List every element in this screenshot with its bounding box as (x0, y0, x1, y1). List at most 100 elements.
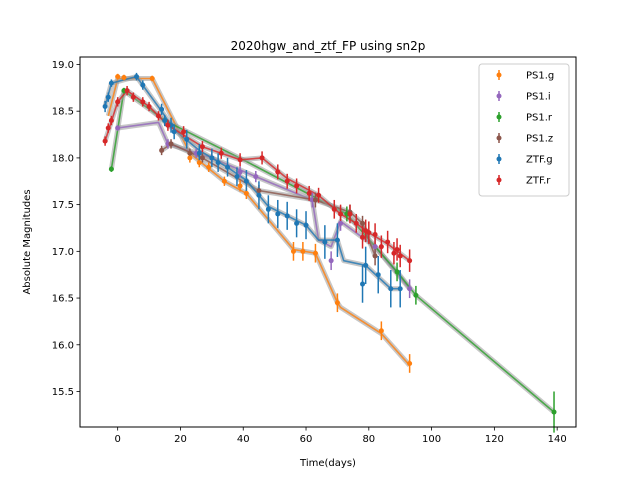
data-point-ps1-z (159, 147, 165, 153)
legend-item-ps1-g: PS1.g (496, 70, 554, 82)
data-point-ps1-i (407, 286, 413, 292)
data-point-ztf-r (259, 155, 265, 161)
data-point-ztf-g (105, 94, 111, 100)
x-tick-label: 120 (485, 434, 504, 445)
data-point-ztf-r (294, 183, 300, 189)
y-tick-label: 16.5 (52, 294, 74, 305)
y-tick-label: 19.0 (52, 60, 74, 71)
legend-label-ztf-g: ZTF.g (526, 155, 553, 166)
data-point-ztf-g (234, 174, 240, 180)
data-point-ztf-r (218, 150, 224, 156)
data-point-ztf-r (338, 211, 344, 217)
legend-item-ps1-i: PS1.i (496, 91, 551, 103)
y-tick-label: 17.5 (52, 200, 74, 211)
data-point-ztf-g (256, 192, 262, 198)
data-point-ps1-z (187, 150, 193, 156)
data-point-ztf-g (294, 220, 300, 226)
legend-marker-ps1-r (496, 114, 502, 120)
data-point-ztf-r (181, 129, 187, 135)
data-point-ztf-r (394, 246, 400, 252)
y-tick-label: 18.5 (52, 107, 74, 118)
y-tick-label: 16.0 (52, 340, 74, 351)
data-point-ps1-g (206, 164, 212, 170)
data-point-ztf-r (397, 253, 403, 259)
legend-label-ps1-i: PS1.i (526, 92, 551, 103)
model-curve-ps1-z (161, 143, 376, 257)
legend-marker-ps1-g (496, 72, 502, 78)
data-point-ztf-g (140, 82, 146, 88)
data-point-ps1-z (360, 220, 366, 226)
data-point-ps1-g (290, 248, 296, 254)
x-tick-label: 40 (237, 434, 250, 445)
data-point-ztf-r (275, 169, 281, 175)
data-point-ztf-g (388, 286, 394, 292)
data-point-ztf-r (360, 234, 366, 240)
data-point-ztf-r (124, 88, 130, 94)
x-tick-label: 60 (300, 434, 313, 445)
legend-label-ps1-z: PS1.z (526, 134, 553, 145)
data-point-ps1-g (149, 75, 155, 81)
legend-item-ztf-r: ZTF.r (496, 175, 551, 187)
data-point-ztf-r (378, 244, 384, 250)
data-points (102, 74, 557, 415)
data-point-ps1-i (338, 220, 344, 226)
data-point-ps1-g (243, 190, 249, 196)
data-point-ztf-g (184, 136, 190, 142)
data-point-ps1-g (221, 178, 227, 184)
data-point-ztf-g (171, 129, 177, 135)
legend-item-ztf-g: ZTF.g (496, 154, 553, 166)
data-point-ztf-r (165, 122, 171, 128)
data-point-ztf-g (134, 74, 140, 80)
data-point-ps1-i (237, 169, 243, 175)
data-point-ztf-r (316, 192, 322, 198)
data-point-ztf-g (334, 237, 340, 243)
plot-frame (79, 56, 577, 428)
data-point-ztf-g (102, 104, 108, 110)
data-point-ps1-g (115, 74, 121, 80)
data-point-ztf-g (284, 213, 290, 219)
data-point-ps1-z (168, 141, 174, 147)
data-point-ztf-g (275, 211, 281, 217)
data-point-ztf-r (115, 99, 121, 105)
model-curve-ztf-g (104, 75, 401, 290)
data-point-ps1-r (413, 292, 419, 298)
data-point-ztf-r (306, 190, 312, 196)
data-point-ps1-i (328, 258, 334, 264)
data-point-ps1-z (312, 197, 318, 203)
data-point-ps1-r (108, 166, 114, 172)
data-point-ps1-g (237, 183, 243, 189)
data-point-ztf-r (372, 232, 378, 238)
x-tick-label: 20 (174, 434, 187, 445)
data-point-ps1-r (551, 409, 557, 415)
data-point-ps1-g (187, 155, 193, 161)
x-tick-label: 80 (362, 434, 375, 445)
data-point-ztf-r (105, 125, 111, 131)
data-point-ps1-r (394, 269, 400, 275)
data-point-ps1-z (372, 253, 378, 259)
data-point-ztf-r (347, 211, 353, 217)
data-point-ztf-r (199, 144, 205, 150)
data-point-ztf-g (209, 155, 215, 161)
legend-label-ps1-g: PS1.g (526, 71, 554, 82)
data-point-ztf-r (385, 239, 391, 245)
y-tick-label: 15.5 (52, 387, 74, 398)
data-point-ztf-r (130, 94, 136, 100)
data-point-ps1-g (121, 75, 127, 81)
data-point-ztf-g (303, 222, 309, 228)
data-point-ps1-z (199, 155, 205, 161)
legend-box (478, 63, 570, 197)
y-tick-label: 17.0 (52, 247, 74, 258)
x-tick-label: 100 (422, 434, 441, 445)
data-point-ztf-g (360, 281, 366, 287)
data-point-ztf-g (375, 272, 381, 278)
data-point-ps1-g (378, 328, 384, 334)
y-axis-ticks: 19.0 18.5 18.0 17.5 17.0 16.5 16.0 15.5 (52, 60, 80, 398)
data-point-ztf-r (108, 118, 114, 124)
data-point-ztf-r (146, 104, 152, 110)
data-point-ps1-g (196, 160, 202, 166)
data-point-ztf-r (353, 220, 359, 226)
data-point-ps1-g (312, 250, 318, 256)
legend-label-ztf-r: ZTF.r (526, 176, 551, 187)
data-point-ztf-r (331, 206, 337, 212)
